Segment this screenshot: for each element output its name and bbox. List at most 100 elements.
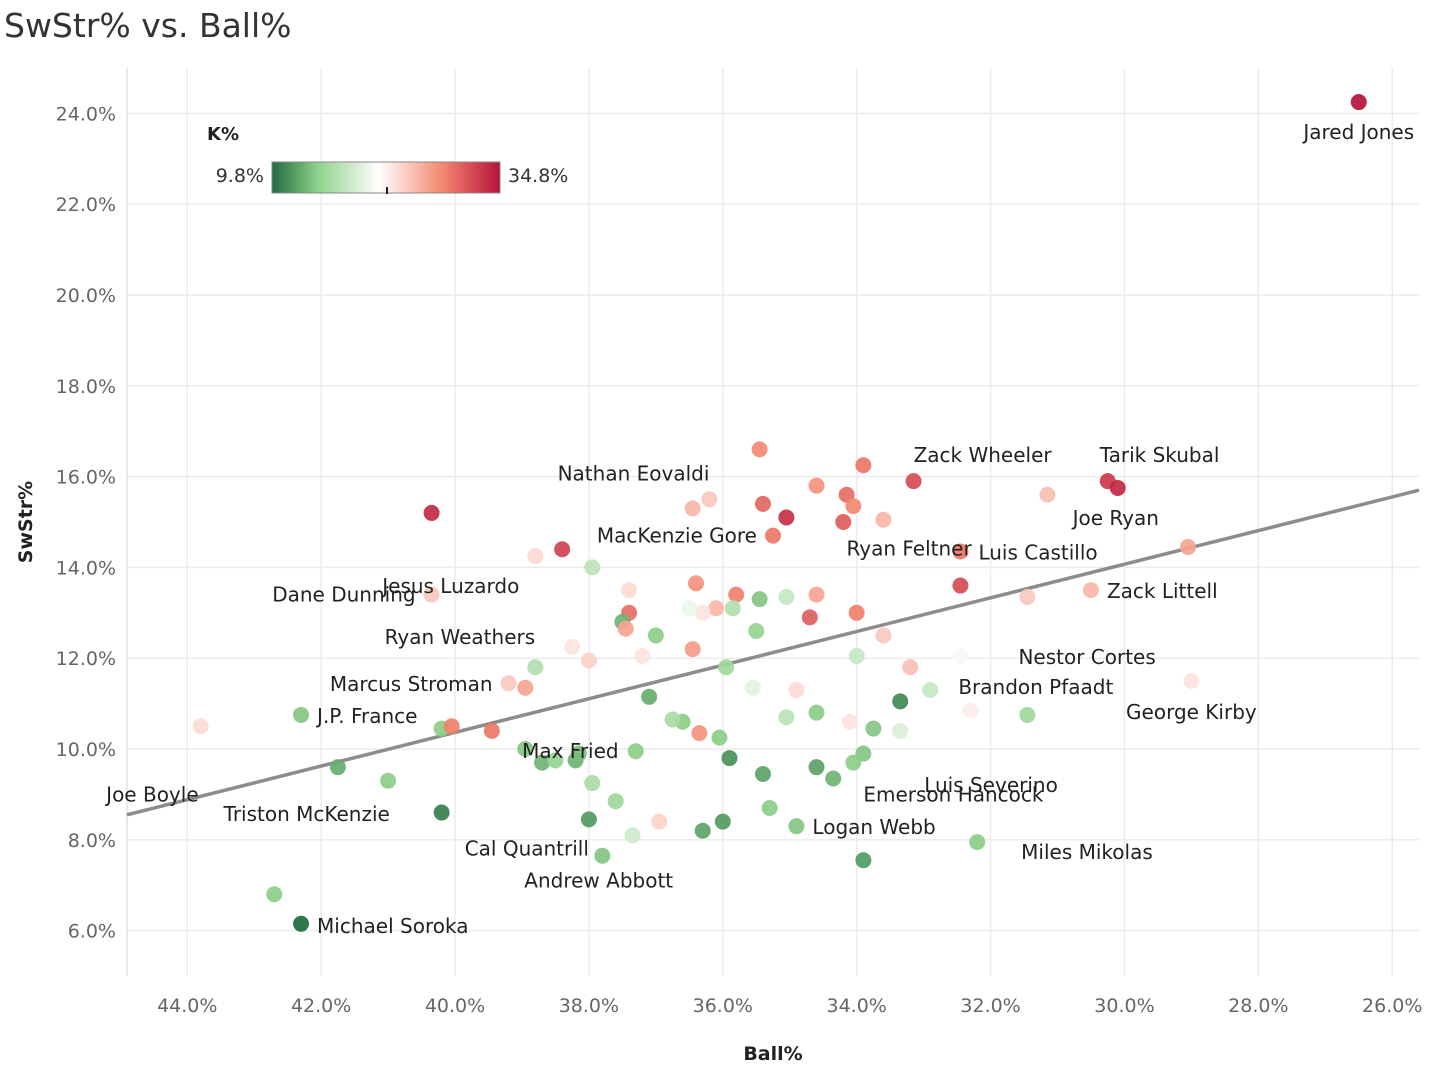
data-point[interactable] [1019,706,1036,723]
data-point[interactable] [754,495,771,512]
data-point[interactable] [684,500,701,517]
data-point[interactable] [517,741,534,757]
data-point[interactable] [329,759,346,776]
data-point[interactable] [1019,588,1036,605]
data-point[interactable] [483,722,500,739]
data-point[interactable] [681,600,698,617]
data-point[interactable] [1180,538,1197,555]
data-point[interactable] [875,627,892,644]
data-point[interactable] [554,541,571,558]
data-point[interactable] [627,743,644,760]
data-point[interactable] [580,811,597,828]
data-point[interactable] [751,441,768,458]
data-point[interactable] [433,804,450,821]
data-point[interactable] [651,813,668,830]
data-point[interactable] [584,559,601,576]
data-point[interactable] [728,586,745,603]
data-point[interactable] [527,548,544,565]
data-point[interactable] [423,586,440,603]
data-point[interactable] [778,588,795,605]
data-point[interactable] [1183,672,1200,689]
data-point[interactable] [962,702,979,719]
data-point[interactable] [855,852,872,869]
data-point[interactable] [570,745,587,762]
data-point[interactable] [1350,94,1367,111]
data-point[interactable] [694,822,711,839]
data-point[interactable] [845,498,862,515]
data-point[interactable] [380,772,397,789]
data-point[interactable] [825,770,842,787]
data-point[interactable] [912,711,929,728]
data-point[interactable] [808,704,825,721]
data-point[interactable] [293,915,310,932]
data-point[interactable] [721,750,738,767]
data-point[interactable] [875,511,892,528]
data-point[interactable] [617,620,634,637]
data-point[interactable] [192,718,209,735]
data-point[interactable] [718,659,735,676]
data-point[interactable] [835,514,852,530]
data-point[interactable] [748,622,765,639]
data-point[interactable] [744,679,761,696]
data-point[interactable] [892,693,909,710]
data-point[interactable] [641,688,658,705]
data-point[interactable] [761,800,778,817]
data-point[interactable] [517,679,534,696]
data-point[interactable] [841,713,858,730]
data-point[interactable] [708,600,725,617]
data-point[interactable] [845,754,862,771]
data-point[interactable] [892,722,909,739]
data-point[interactable] [688,575,705,592]
data-point[interactable] [500,675,517,692]
data-point[interactable] [594,847,611,864]
data-point[interactable] [711,729,728,746]
data-point[interactable] [621,582,638,599]
data-point[interactable] [808,759,825,776]
data-point[interactable] [534,754,551,771]
data-point[interactable] [952,543,969,560]
data-point[interactable] [855,457,872,474]
data-point[interactable] [788,818,805,835]
data-point[interactable] [443,718,460,735]
data-point[interactable] [266,886,283,903]
data-point[interactable] [714,813,731,830]
data-point[interactable] [580,652,597,669]
data-point[interactable] [808,586,825,603]
data-point[interactable] [724,600,741,617]
data-point[interactable] [754,765,771,782]
data-point[interactable] [1109,479,1126,496]
data-point[interactable] [293,706,310,723]
data-point[interactable] [952,577,969,594]
data-point[interactable] [664,711,681,728]
data-point[interactable] [922,681,939,698]
data-point[interactable] [801,609,818,626]
data-point[interactable] [1039,486,1056,503]
data-point[interactable] [808,477,825,494]
data-point[interactable] [691,725,708,742]
data-point[interactable] [848,647,865,664]
data-point[interactable] [684,641,701,658]
data-point[interactable] [634,647,651,664]
data-point[interactable] [905,473,922,490]
data-point[interactable] [584,775,601,792]
data-point[interactable] [624,827,641,844]
data-point[interactable] [902,659,919,676]
data-point[interactable] [865,720,882,737]
data-point[interactable] [788,681,805,698]
data-point[interactable] [701,491,718,508]
data-point[interactable] [952,647,969,664]
data-point[interactable] [694,604,711,621]
data-point[interactable] [751,591,768,608]
data-point[interactable] [647,627,664,644]
data-point[interactable] [527,659,544,676]
data-point[interactable] [778,509,795,526]
data-point[interactable] [778,709,795,726]
data-point[interactable] [969,834,986,851]
data-point[interactable] [564,638,581,655]
data-point[interactable] [848,604,865,621]
data-point[interactable] [1082,582,1099,599]
data-point[interactable] [765,527,781,544]
data-point[interactable] [547,752,564,769]
data-point[interactable] [607,793,624,810]
data-point[interactable] [423,504,440,521]
